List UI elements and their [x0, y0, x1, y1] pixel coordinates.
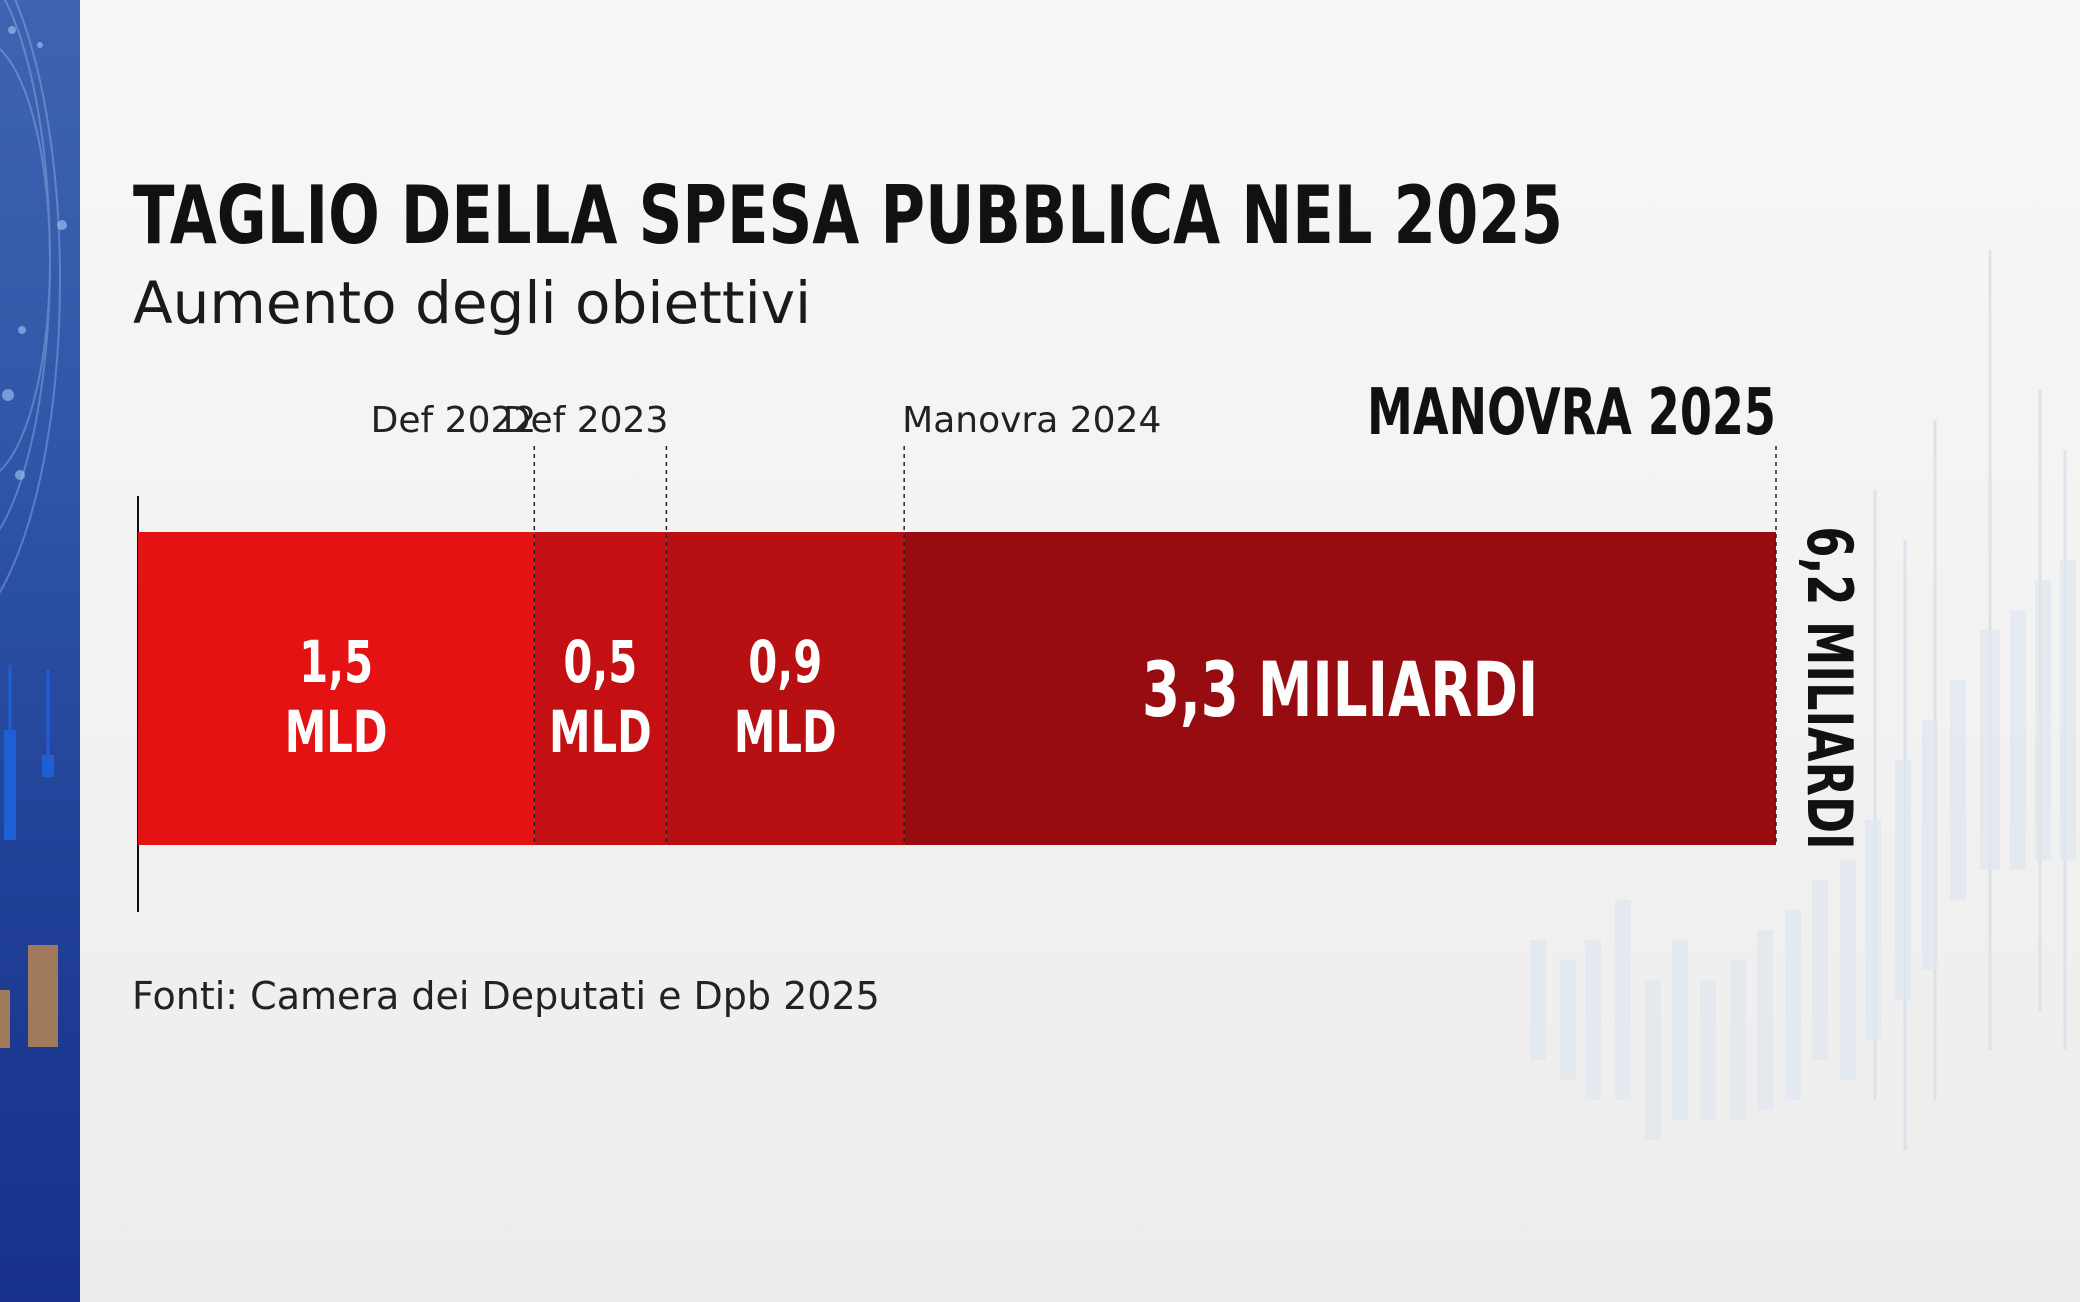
bar-label-unit-3: MLD — [734, 698, 837, 766]
bar-label-unit-1-group: MLD — [285, 698, 388, 766]
bar-label-unit-3-group: MLD — [734, 698, 837, 766]
total-value-label: 6,2 MILIARDI — [1793, 526, 1865, 849]
bar-label-value-3-group: 0,9 — [748, 628, 822, 696]
bar-label-value-1: 1,5 — [299, 628, 373, 696]
bar-label-unit-2-group: MLD — [549, 698, 652, 766]
total-milestone-label: MANOVRA 2025 — [1367, 375, 1776, 450]
chart-title: TAGLIO DELLA SPESA PUBBLICA NEL 2025 — [133, 169, 1563, 262]
bar-label-value-1-group: 1,5 — [299, 628, 373, 696]
left-strip-pattern-icon — [0, 0, 67, 1048]
bar-segment-2 — [534, 532, 667, 845]
background-candlestick-decoration — [1530, 250, 2076, 1150]
chart-subtitle: Aumento degli obiettivi — [133, 269, 812, 337]
bar-label-value-2-group: 0,5 — [563, 628, 637, 696]
milestone-label-4: Manovra 2024 — [902, 400, 1161, 441]
source-note: Fonti: Camera dei Deputati e Dpb 2025 — [132, 974, 880, 1018]
bar-label-unit-2: MLD — [549, 698, 652, 766]
bar-label-value-2: 0,5 — [563, 628, 637, 696]
bar-segment-1 — [138, 532, 535, 845]
milestone-label-2: Def 2022 — [371, 400, 537, 441]
total-milestone-label-group: MANOVRA 2025 — [1367, 375, 1776, 450]
left-decorative-strip — [0, 0, 80, 1302]
bar-segment-4 — [904, 532, 1776, 845]
bar-label-unit-1: MLD — [285, 698, 388, 766]
bar-label-value-3: 0,9 — [748, 628, 822, 696]
bar-segment-3 — [666, 532, 905, 845]
milestone-label-3: Def 2023 — [503, 400, 669, 441]
total-value-group: 6,2 MILIARDI — [1793, 526, 1865, 849]
bar-label-value-4: 3,3 MILIARDI — [1142, 646, 1538, 734]
bar-label-value-4-group: 3,3 MILIARDI — [1142, 646, 1538, 734]
